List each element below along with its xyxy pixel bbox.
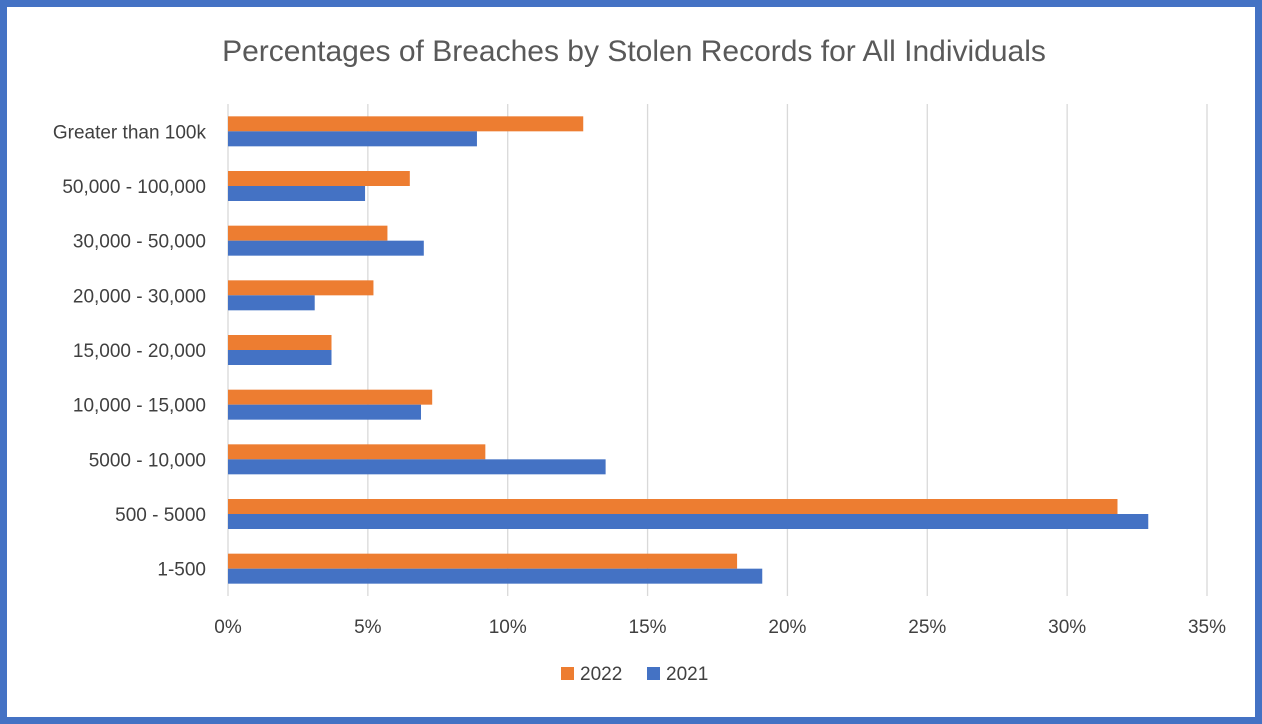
category-label-10-000-15-000: 10,000 - 15,000: [73, 396, 206, 417]
category-label-greater-than-100k: Greater than 100k: [53, 122, 207, 143]
x-tick-label-5: 5%: [354, 617, 382, 638]
x-tick-label-0: 0%: [214, 617, 242, 638]
bar-2022-50-000-100-000: [228, 171, 410, 186]
chart-title: Percentages of Breaches by Stolen Record…: [222, 35, 1046, 68]
x-axis-tick-labels: 0% 5% 10% 15% 20% 25% 30% 35%: [214, 617, 1226, 638]
bar-2021-20-000-30-000: [228, 295, 315, 311]
category-label-5000-10-000: 5000 - 10,000: [89, 450, 206, 471]
bar-2022-5000-10-000: [228, 444, 486, 460]
bar-2022-10-000-15-000: [228, 389, 433, 405]
category-label-50-000-100-000: 50,000 - 100,000: [62, 177, 206, 198]
bar-2021-50-000-100-000: [228, 186, 366, 201]
legend-swatch-2022: [561, 667, 574, 680]
category-label-500-5000: 500 - 5000: [115, 505, 206, 526]
bar-2021-500-5000: [228, 514, 1149, 529]
category-labels: Greater than 100k 50,000 - 100,000 30,000 …: [53, 122, 207, 580]
bar-2021-greater-than-100k: [228, 131, 477, 147]
bar-2022-15-000-20-000: [228, 335, 332, 350]
x-tick-label-10: 10%: [489, 617, 527, 638]
bar-2022-500-5000: [228, 499, 1118, 514]
legend: 2022 2021: [561, 664, 708, 685]
category-label-20-000-30-000: 20,000 - 30,000: [73, 286, 206, 307]
bar-2021-15-000-20-000: [228, 350, 332, 365]
x-tick-label-20: 20%: [768, 617, 806, 638]
category-label-30-000-50-000: 30,000 - 50,000: [73, 232, 206, 253]
bar-2022-greater-than-100k: [228, 116, 584, 132]
x-tick-label-25: 25%: [908, 617, 946, 638]
bar-2022-20-000-30-000: [228, 280, 374, 296]
legend-swatch-2021: [647, 667, 660, 680]
x-tick-label-15: 15%: [629, 617, 667, 638]
bar-2021-30-000-50-000: [228, 240, 424, 256]
legend-label-2021: 2021: [666, 664, 708, 685]
x-tick-label-35: 35%: [1188, 617, 1226, 638]
bar-2021-10-000-15-000: [228, 404, 422, 420]
category-label-15-000-20-000: 15,000 - 20,000: [73, 341, 206, 362]
bar-2022-30-000-50-000: [228, 225, 388, 241]
bars: [228, 116, 1149, 584]
bar-2021-1-500: [228, 568, 763, 584]
legend-label-2022: 2022: [580, 664, 622, 685]
bar-2022-1-500: [228, 553, 738, 569]
bar-2021-5000-10-000: [228, 459, 606, 475]
category-label-1-500: 1-500: [157, 560, 206, 581]
x-tick-label-30: 30%: [1048, 617, 1086, 638]
